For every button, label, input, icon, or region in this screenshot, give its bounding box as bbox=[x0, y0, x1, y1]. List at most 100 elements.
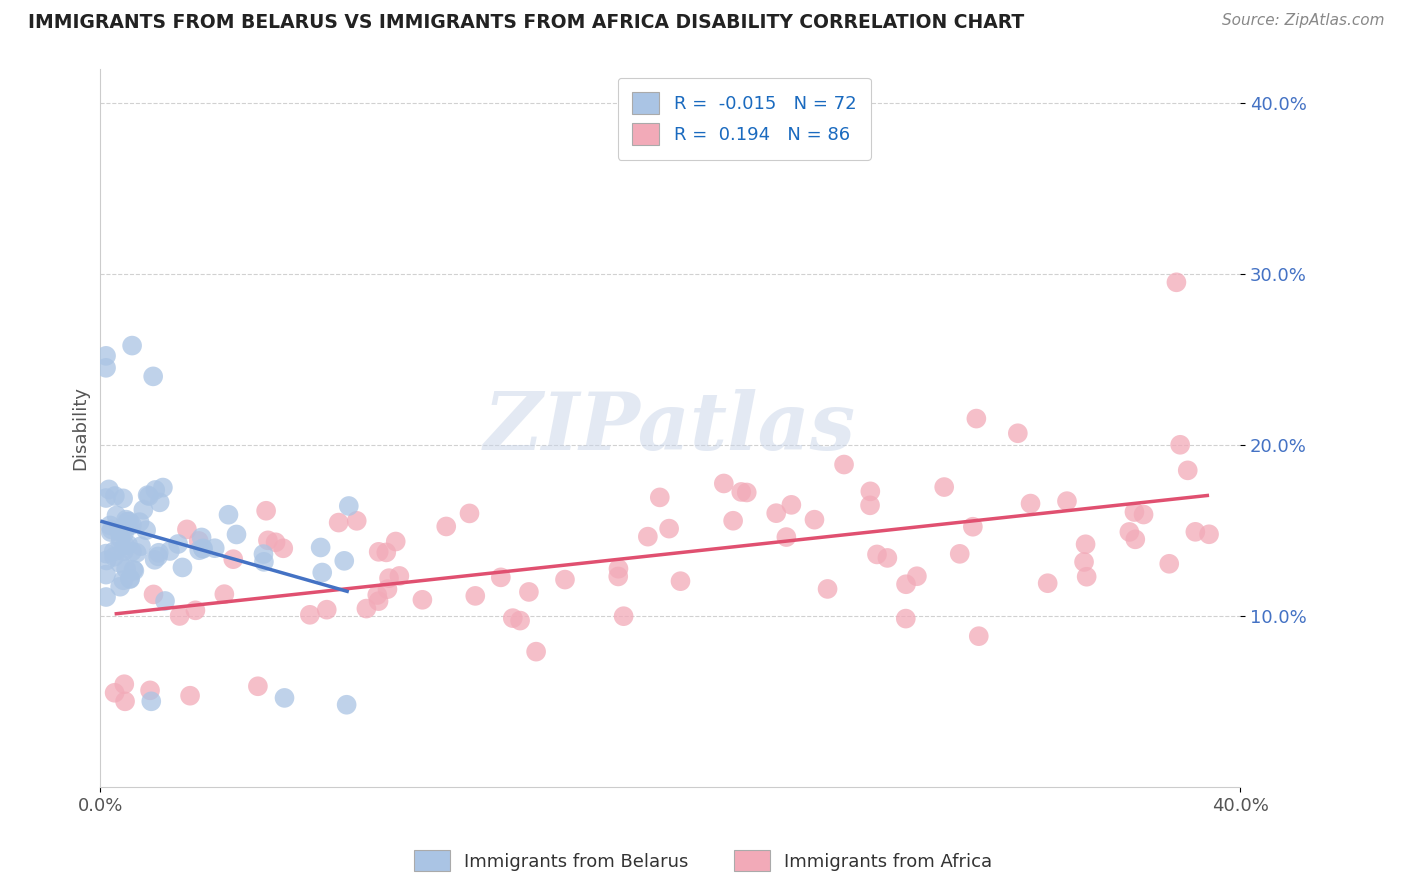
Point bbox=[607, 569, 630, 583]
Point bbox=[94, 349, 117, 363]
Point bbox=[730, 484, 752, 499]
Point bbox=[1123, 533, 1146, 547]
Point bbox=[780, 498, 803, 512]
Point bbox=[434, 519, 457, 533]
Point bbox=[1123, 505, 1146, 519]
Point bbox=[142, 369, 165, 384]
Point bbox=[377, 582, 399, 597]
Point bbox=[112, 544, 135, 558]
Point bbox=[894, 612, 917, 626]
Point bbox=[176, 522, 198, 536]
Point bbox=[333, 554, 356, 568]
Point bbox=[94, 360, 117, 375]
Point bbox=[190, 531, 212, 545]
Point bbox=[1073, 555, 1095, 569]
Point bbox=[98, 518, 121, 533]
Point bbox=[142, 587, 165, 601]
Point bbox=[1168, 438, 1191, 452]
Point bbox=[149, 495, 172, 509]
Point bbox=[94, 590, 117, 604]
Point bbox=[159, 544, 181, 558]
Point bbox=[1076, 570, 1098, 584]
Point bbox=[104, 686, 127, 700]
Point bbox=[1177, 463, 1199, 477]
Point bbox=[114, 694, 136, 708]
Point bbox=[965, 411, 987, 425]
Point bbox=[112, 677, 135, 691]
Point bbox=[713, 476, 735, 491]
Point bbox=[721, 514, 744, 528]
Point bbox=[309, 541, 332, 555]
Point bbox=[388, 569, 411, 583]
Point bbox=[97, 483, 120, 497]
Point bbox=[1198, 527, 1220, 541]
Point bbox=[832, 458, 855, 472]
Legend: R =  -0.015   N = 72, R =  0.194   N = 86: R = -0.015 N = 72, R = 0.194 N = 86 bbox=[617, 78, 870, 160]
Point bbox=[311, 566, 333, 580]
Point bbox=[112, 491, 135, 506]
Point bbox=[384, 534, 406, 549]
Point bbox=[859, 484, 882, 499]
Point bbox=[152, 481, 174, 495]
Point bbox=[1007, 426, 1029, 441]
Point bbox=[128, 515, 150, 529]
Point bbox=[121, 517, 143, 532]
Point bbox=[218, 508, 240, 522]
Point bbox=[1036, 576, 1059, 591]
Point bbox=[118, 515, 141, 529]
Point bbox=[118, 572, 141, 586]
Point bbox=[96, 553, 118, 567]
Point bbox=[1166, 275, 1188, 289]
Point bbox=[894, 577, 917, 591]
Point bbox=[273, 690, 295, 705]
Point bbox=[817, 582, 839, 596]
Point bbox=[464, 589, 486, 603]
Point bbox=[148, 546, 170, 560]
Point bbox=[949, 547, 972, 561]
Point bbox=[143, 483, 166, 497]
Point bbox=[1118, 524, 1140, 539]
Point bbox=[115, 520, 138, 534]
Point bbox=[108, 524, 131, 538]
Point bbox=[336, 698, 359, 712]
Point bbox=[607, 562, 630, 576]
Point bbox=[367, 594, 389, 608]
Point bbox=[658, 522, 681, 536]
Point bbox=[124, 564, 146, 578]
Point bbox=[967, 629, 990, 643]
Point bbox=[188, 543, 211, 558]
Point bbox=[122, 563, 145, 577]
Point bbox=[1074, 537, 1097, 551]
Point bbox=[859, 499, 882, 513]
Point bbox=[554, 573, 576, 587]
Point bbox=[94, 547, 117, 561]
Point bbox=[110, 532, 132, 546]
Point bbox=[367, 545, 389, 559]
Point bbox=[257, 533, 280, 548]
Point bbox=[489, 570, 512, 584]
Point bbox=[115, 513, 138, 527]
Point bbox=[214, 587, 236, 601]
Y-axis label: Disability: Disability bbox=[72, 385, 89, 470]
Point bbox=[191, 541, 214, 556]
Point bbox=[138, 489, 160, 503]
Point bbox=[315, 602, 337, 616]
Text: Source: ZipAtlas.com: Source: ZipAtlas.com bbox=[1222, 13, 1385, 29]
Point bbox=[271, 541, 294, 556]
Point bbox=[191, 541, 214, 556]
Point bbox=[136, 488, 159, 502]
Legend: Immigrants from Belarus, Immigrants from Africa: Immigrants from Belarus, Immigrants from… bbox=[406, 843, 1000, 879]
Point bbox=[509, 614, 531, 628]
Point bbox=[669, 574, 692, 589]
Point bbox=[132, 502, 155, 516]
Point bbox=[252, 547, 274, 561]
Point bbox=[184, 603, 207, 617]
Point bbox=[366, 588, 388, 602]
Point bbox=[264, 535, 287, 549]
Point bbox=[146, 549, 169, 564]
Point bbox=[962, 520, 984, 534]
Point bbox=[346, 514, 368, 528]
Point bbox=[1159, 557, 1181, 571]
Point bbox=[121, 338, 143, 352]
Point bbox=[204, 541, 226, 556]
